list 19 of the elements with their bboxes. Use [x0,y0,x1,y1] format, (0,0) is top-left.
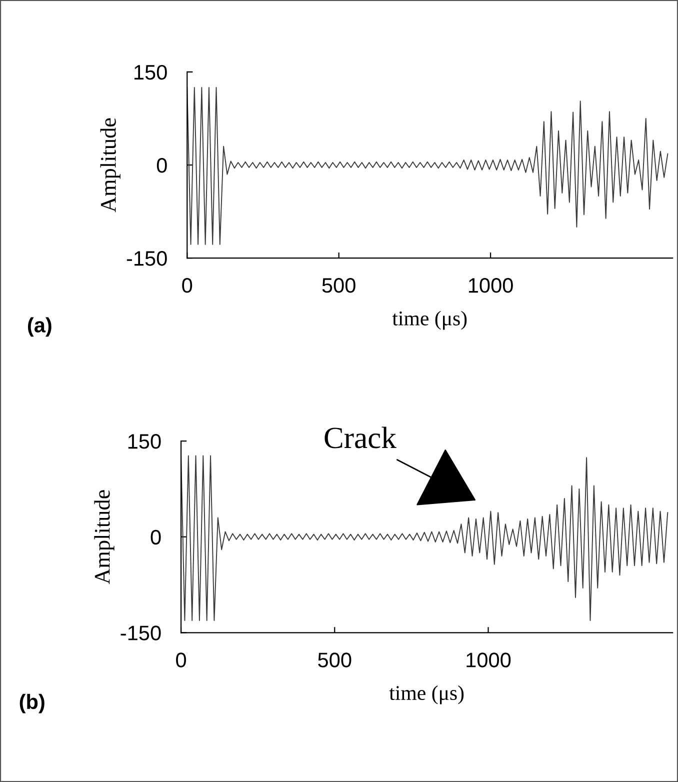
x-tick-label: 500 [322,278,356,293]
y-tick-label: 150 [134,64,167,80]
y-axis-title: Amplitude [94,490,114,584]
y-tick-label: 0 [150,530,161,545]
text: (a) [28,317,52,337]
y-axis-title: Amplitude [100,118,120,212]
x-tick-label: 0 [176,652,186,668]
annotation: Crack [324,426,396,448]
text: (b) [20,694,44,714]
x-axis-title: time (μs) [389,685,464,704]
x-tick-label: 1000 [468,278,513,293]
x-axis-title: time (μs) [392,310,467,330]
y-tick-label: -150 [120,626,161,640]
y-tick-label: -150 [126,251,167,266]
x-tick-label: 500 [318,652,352,668]
y-tick-label: 0 [156,158,167,173]
y-tick-label: 150 [128,434,161,449]
x-tick-label: 0 [182,278,192,293]
x-tick-label: 1000 [466,652,511,668]
